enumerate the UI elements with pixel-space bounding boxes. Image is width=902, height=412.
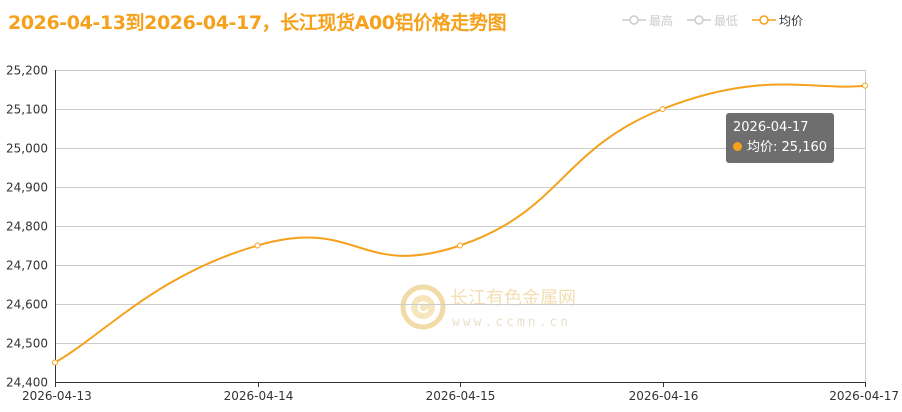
y-tick-label: 24,500 — [6, 337, 48, 351]
legend-line-circle-icon — [752, 15, 777, 25]
y-tick-label: 24,700 — [6, 259, 48, 273]
watermark-logo-icon: C — [400, 284, 446, 330]
legend-label-low: 最低 — [714, 13, 739, 28]
data-point — [457, 242, 463, 249]
tooltip: 2026-04-17 均价: 25,160 — [726, 113, 835, 163]
x-tick-label: 2026-04-17 — [829, 389, 899, 403]
y-tick-label: 24,900 — [6, 181, 48, 195]
y-tick-label: 24,600 — [6, 298, 48, 312]
data-point — [862, 82, 868, 89]
x-tick-label: 2026-04-13 — [22, 389, 92, 403]
y-tick-label: 25,000 — [6, 142, 48, 156]
tooltip-row: 均价: 25,160 — [733, 138, 827, 158]
x-tick-label: 2026-04-14 — [224, 389, 294, 403]
y-tick-label: 24,400 — [6, 376, 48, 390]
data-point — [659, 106, 666, 112]
chart-title: 2026-04-13到2026-04-17，长江现货A00铝价格走势图 — [8, 12, 507, 34]
series-layer — [52, 82, 868, 366]
y-axis: 24,400 24,500 24,600 24,700 24,800 24,900 25,0… — [6, 64, 56, 390]
watermark-url: www.ccmn.cn — [452, 315, 571, 330]
data-point — [254, 242, 261, 249]
x-axis: 2026-04-13 2026-04-14 2026-04-15 2026-04-16… — [22, 382, 899, 403]
legend-item-avg[interactable]: 均价 — [752, 12, 803, 29]
tooltip-series-name: 均价 — [747, 140, 774, 155]
series-dot-icon — [733, 142, 742, 151]
y-tick-label: 24,800 — [6, 220, 48, 234]
watermark: C 长江有色金属网 www.ccmn.cn — [400, 284, 576, 330]
watermark-name: 长江有色金属网 — [450, 288, 576, 309]
y-tick-label: 25,200 — [6, 64, 48, 78]
tooltip-value: 25,160 — [781, 140, 828, 155]
tooltip-date: 2026-04-17 — [733, 120, 809, 135]
legend-item-high[interactable]: 最高 — [622, 12, 673, 29]
data-point — [52, 359, 58, 366]
grid-lines — [55, 70, 866, 382]
legend-label-high: 最高 — [649, 13, 674, 28]
x-tick-label: 2026-04-15 — [426, 389, 496, 403]
legend-label-avg: 均价 — [779, 13, 804, 28]
y-tick-label: 25,100 — [6, 103, 48, 117]
svg-text:C: C — [417, 298, 429, 317]
legend-line-circle-icon — [687, 15, 712, 25]
legend: 最高 最低 均价 — [622, 11, 803, 29]
x-tick-label: 2026-04-16 — [629, 389, 699, 403]
legend-item-low[interactable]: 最低 — [687, 12, 738, 29]
legend-line-circle-icon — [622, 15, 646, 25]
